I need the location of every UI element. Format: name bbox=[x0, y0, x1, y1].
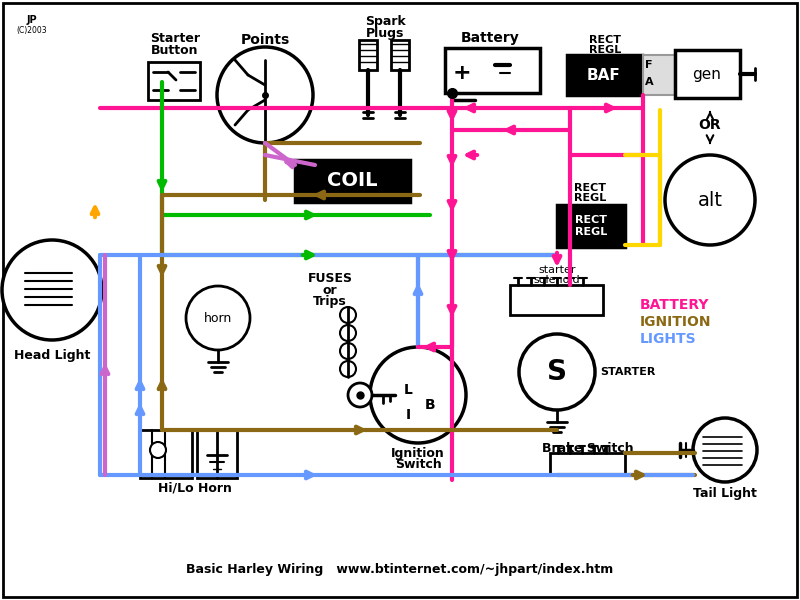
Text: (C)2003: (C)2003 bbox=[17, 25, 47, 34]
Text: Basic Harley Wiring   www.btinternet.com/~jhpart/index.htm: Basic Harley Wiring www.btinternet.com/~… bbox=[186, 563, 614, 577]
Circle shape bbox=[519, 334, 595, 410]
Bar bbox=[391, 40, 409, 70]
Text: RECT: RECT bbox=[574, 183, 606, 193]
Text: solenoid: solenoid bbox=[534, 275, 580, 285]
Text: STARTER: STARTER bbox=[600, 367, 655, 377]
Text: S: S bbox=[547, 358, 567, 386]
Circle shape bbox=[348, 383, 372, 407]
Bar bbox=[567, 55, 642, 95]
Bar bbox=[359, 40, 377, 70]
Circle shape bbox=[693, 418, 757, 482]
Text: A: A bbox=[645, 77, 654, 87]
Text: Ignition: Ignition bbox=[391, 446, 445, 460]
Text: Hi/Lo Horn: Hi/Lo Horn bbox=[158, 481, 232, 494]
Text: +: + bbox=[453, 63, 471, 83]
Circle shape bbox=[370, 347, 466, 443]
Circle shape bbox=[340, 343, 356, 359]
Text: Trips: Trips bbox=[313, 295, 347, 308]
Text: Points: Points bbox=[240, 33, 290, 47]
Bar bbox=[197, 430, 237, 478]
Text: alt: alt bbox=[698, 191, 722, 209]
Text: REGL: REGL bbox=[574, 193, 606, 203]
Text: B: B bbox=[425, 398, 435, 412]
Text: Head Light: Head Light bbox=[14, 349, 90, 361]
Text: horn: horn bbox=[204, 311, 232, 325]
Text: IGNITION: IGNITION bbox=[640, 315, 711, 329]
Text: LIGHTS: LIGHTS bbox=[640, 332, 697, 346]
Text: BATTERY: BATTERY bbox=[640, 298, 710, 312]
Text: L: L bbox=[403, 383, 413, 397]
Text: Starter: Starter bbox=[150, 31, 200, 44]
Bar bbox=[643, 55, 675, 95]
Text: I: I bbox=[406, 408, 410, 422]
Bar bbox=[148, 62, 200, 100]
Bar bbox=[550, 453, 625, 475]
Text: RECT: RECT bbox=[589, 35, 621, 45]
Circle shape bbox=[150, 442, 166, 458]
Text: gen: gen bbox=[693, 67, 722, 82]
Text: OR: OR bbox=[698, 118, 722, 132]
Text: BAF: BAF bbox=[587, 67, 621, 82]
Circle shape bbox=[340, 307, 356, 323]
Bar bbox=[140, 430, 192, 478]
Bar bbox=[295, 160, 410, 202]
Circle shape bbox=[665, 155, 755, 245]
Text: REGL: REGL bbox=[589, 45, 621, 55]
Text: or: or bbox=[322, 283, 338, 296]
Bar bbox=[557, 205, 625, 247]
Text: starter: starter bbox=[538, 265, 576, 275]
Circle shape bbox=[186, 286, 250, 350]
Text: JP: JP bbox=[26, 15, 38, 25]
Bar bbox=[510, 285, 603, 315]
Text: F: F bbox=[646, 60, 653, 70]
Circle shape bbox=[340, 361, 356, 377]
Bar bbox=[445, 48, 540, 93]
Circle shape bbox=[217, 47, 313, 143]
Text: Battery: Battery bbox=[461, 31, 519, 45]
Text: FUSES: FUSES bbox=[307, 271, 353, 284]
Text: Spark: Spark bbox=[365, 16, 406, 28]
Circle shape bbox=[340, 325, 356, 341]
Text: COIL: COIL bbox=[326, 172, 378, 191]
Text: Brake Switch: Brake Switch bbox=[542, 442, 634, 455]
Text: Plugs: Plugs bbox=[366, 26, 404, 40]
Text: Switch: Switch bbox=[394, 458, 442, 472]
Text: RECT
REGL: RECT REGL bbox=[575, 215, 607, 237]
Bar bbox=[675, 50, 740, 98]
Text: Button: Button bbox=[151, 43, 198, 56]
Text: Tail Light: Tail Light bbox=[693, 487, 757, 499]
Circle shape bbox=[2, 240, 102, 340]
